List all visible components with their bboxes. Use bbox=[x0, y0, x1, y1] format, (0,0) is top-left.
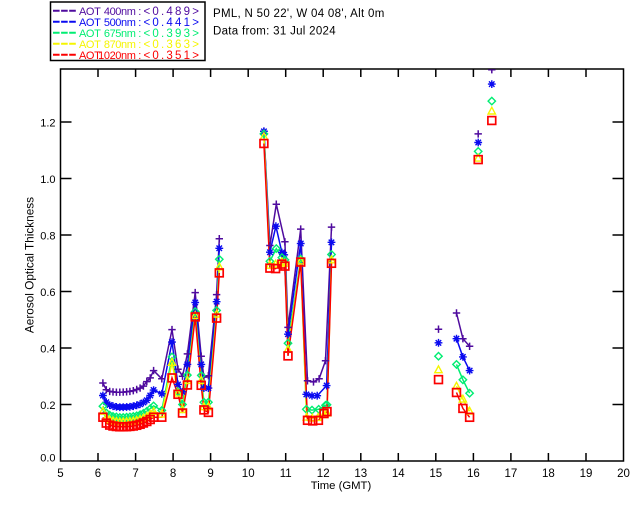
svg-text:1020nm: 1020nm bbox=[98, 50, 136, 62]
svg-text:Data from: 31 Jul 2024: Data from: 31 Jul 2024 bbox=[213, 25, 336, 37]
svg-text:870nm: 870nm bbox=[104, 39, 136, 51]
svg-text:675nm: 675nm bbox=[104, 28, 136, 40]
svg-text:PML, N 50 22', W 04 08', Alt 0: PML, N 50 22', W 04 08', Alt 0m bbox=[213, 8, 385, 20]
svg-text::: : bbox=[138, 50, 141, 62]
svg-text:0.8: 0.8 bbox=[40, 231, 55, 243]
svg-text:20: 20 bbox=[617, 468, 630, 480]
svg-text:11: 11 bbox=[280, 468, 292, 480]
svg-text:400nm: 400nm bbox=[104, 6, 136, 18]
svg-text:16: 16 bbox=[467, 468, 480, 480]
svg-text:17: 17 bbox=[505, 468, 518, 480]
svg-text:Aerosol Optical Thickness: Aerosol Optical Thickness bbox=[23, 197, 37, 333]
svg-text:<0.351>: <0.351> bbox=[144, 50, 202, 62]
svg-text::: : bbox=[138, 39, 141, 51]
svg-text:AOT: AOT bbox=[79, 39, 101, 51]
svg-text:AOT: AOT bbox=[79, 50, 101, 62]
svg-text:AOT: AOT bbox=[79, 28, 101, 40]
svg-text::: : bbox=[138, 17, 141, 29]
svg-text:12: 12 bbox=[317, 468, 330, 480]
svg-text:13: 13 bbox=[354, 468, 367, 480]
svg-text::: : bbox=[138, 6, 141, 18]
svg-text:Time (GMT): Time (GMT) bbox=[311, 480, 372, 492]
svg-text:1.0: 1.0 bbox=[40, 174, 55, 186]
svg-text:1.2: 1.2 bbox=[40, 118, 55, 130]
svg-text:19: 19 bbox=[580, 468, 593, 480]
svg-text:10: 10 bbox=[242, 468, 255, 480]
svg-text:5: 5 bbox=[57, 468, 63, 480]
svg-text:AOT: AOT bbox=[79, 17, 101, 29]
svg-text:0.6: 0.6 bbox=[40, 287, 55, 299]
svg-text:15: 15 bbox=[429, 468, 442, 480]
svg-text:8: 8 bbox=[170, 468, 176, 480]
svg-text:500nm: 500nm bbox=[104, 17, 136, 29]
svg-text:0.2: 0.2 bbox=[40, 400, 55, 412]
svg-text:AOT: AOT bbox=[79, 6, 101, 18]
svg-text:9: 9 bbox=[207, 468, 213, 480]
svg-text:<0.363>: <0.363> bbox=[144, 39, 202, 51]
svg-text:14: 14 bbox=[392, 468, 405, 480]
svg-text:<0.441>: <0.441> bbox=[144, 17, 202, 29]
svg-text:0.0: 0.0 bbox=[40, 453, 55, 465]
svg-text:7: 7 bbox=[132, 468, 138, 480]
svg-text::: : bbox=[138, 28, 141, 40]
svg-text:<0.393>: <0.393> bbox=[144, 28, 202, 40]
svg-text:6: 6 bbox=[95, 468, 101, 480]
svg-text:18: 18 bbox=[542, 468, 555, 480]
svg-text:<0.489>: <0.489> bbox=[144, 6, 202, 18]
svg-text:0.4: 0.4 bbox=[40, 344, 55, 356]
